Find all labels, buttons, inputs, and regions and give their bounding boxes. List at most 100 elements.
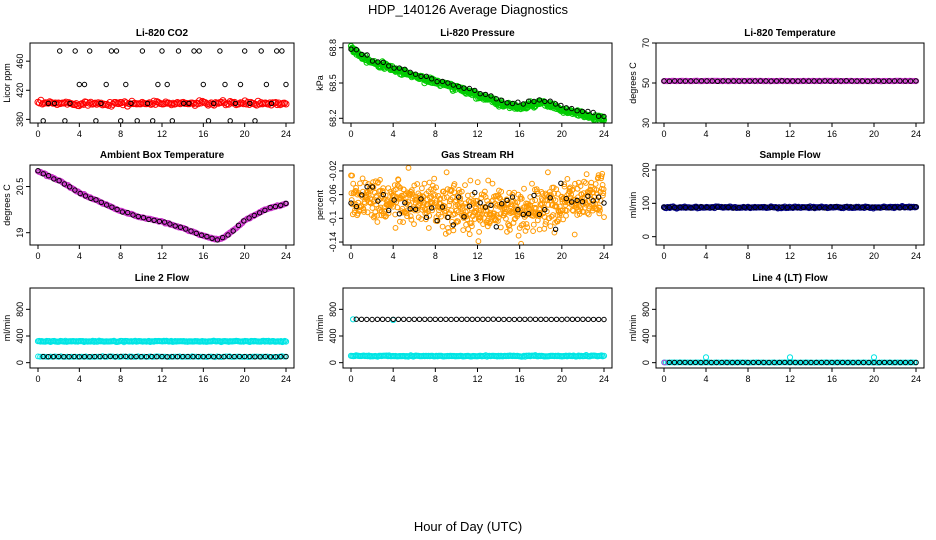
x-tick-label: 24	[911, 251, 921, 261]
data-point	[763, 78, 769, 84]
data-point	[698, 204, 705, 210]
data-point	[411, 182, 418, 189]
data-point	[505, 223, 512, 229]
x-tick-label: 16	[198, 129, 208, 139]
data-point	[197, 353, 204, 360]
y-tick-label: 100	[641, 196, 651, 211]
y-tick-label: -0.06	[328, 184, 338, 205]
data-point	[411, 221, 417, 228]
data-point	[515, 232, 522, 239]
data-point	[482, 204, 489, 210]
data-point	[695, 359, 702, 366]
x-tick-label: 24	[281, 374, 291, 384]
data-point	[887, 359, 893, 366]
data-point	[87, 354, 93, 360]
data-point	[736, 78, 742, 84]
y-tick-label: 460	[15, 54, 25, 69]
y-axis-label: ml/min	[628, 192, 638, 219]
data-point	[85, 354, 91, 360]
data-point	[594, 197, 600, 203]
data-point	[747, 78, 753, 84]
data-point	[668, 359, 675, 366]
data-point	[881, 78, 887, 84]
data-point	[487, 218, 494, 225]
data-point	[709, 204, 715, 211]
x-tick-label: 0	[661, 374, 666, 384]
data-point	[561, 181, 568, 188]
data-point	[482, 188, 488, 195]
data-point	[776, 359, 783, 366]
data-point	[180, 353, 186, 360]
data-point	[249, 353, 256, 360]
data-point	[193, 353, 200, 360]
data-point	[418, 196, 424, 202]
data-point	[118, 353, 124, 360]
data-point	[143, 354, 150, 360]
data-point	[257, 354, 263, 360]
data-point	[693, 78, 699, 84]
x-tick-label: 20	[557, 129, 567, 139]
y-tick-label: -0.1	[328, 211, 338, 227]
panel-5: Gas Stream RH 0 4 8 12 16 20 24 -0.14 -0.1 -0.06 -0…	[315, 150, 613, 261]
data-point	[548, 213, 555, 220]
x-tick-label: 12	[785, 251, 795, 261]
data-point	[281, 99, 288, 107]
data-point	[386, 63, 392, 69]
data-point	[590, 198, 596, 204]
data-point	[369, 184, 376, 190]
data-point	[168, 101, 175, 109]
data-point	[889, 359, 896, 366]
data-point	[109, 204, 115, 210]
panel-title: Li-820 CO2	[136, 28, 189, 39]
data-point	[258, 48, 264, 54]
data-point	[870, 204, 876, 210]
data-point	[854, 78, 860, 84]
data-point	[74, 353, 81, 360]
x-tick-label: 24	[281, 251, 291, 261]
data-point	[590, 109, 596, 116]
data-point	[51, 176, 57, 182]
data-point	[211, 354, 217, 360]
data-point	[119, 209, 126, 215]
data-point	[881, 204, 887, 211]
data-point	[583, 180, 589, 186]
data-point	[558, 102, 564, 109]
data-point	[682, 204, 689, 211]
data-point	[563, 207, 570, 214]
data-point	[822, 205, 828, 211]
data-point	[78, 353, 85, 360]
data-point	[526, 202, 533, 209]
data-point	[130, 212, 136, 218]
data-point	[811, 78, 817, 84]
data-point	[688, 78, 694, 84]
data-point	[423, 216, 429, 223]
data-point	[43, 353, 50, 360]
data-point	[443, 169, 450, 176]
data-point	[82, 193, 89, 199]
data-point	[177, 224, 184, 230]
data-point	[183, 353, 189, 360]
data-point	[784, 204, 790, 211]
data-point	[813, 359, 819, 366]
data-point	[576, 208, 583, 215]
data-point	[595, 174, 602, 181]
data-point	[95, 353, 102, 360]
data-point	[734, 359, 741, 366]
y-tick-label: 50	[641, 78, 651, 88]
data-point	[68, 353, 75, 360]
data-point	[536, 97, 543, 103]
x-tick-label: 16	[515, 129, 525, 139]
data-point	[741, 204, 748, 210]
x-tick-label: 20	[240, 129, 250, 139]
data-point	[827, 78, 833, 84]
data-point	[838, 78, 844, 84]
data-point	[217, 48, 223, 54]
data-point	[831, 359, 838, 366]
data-point	[474, 201, 480, 208]
data-point	[475, 238, 482, 245]
data-point	[350, 180, 357, 187]
data-point	[93, 118, 99, 123]
data-point	[502, 208, 509, 215]
data-point	[864, 359, 870, 366]
x-tick-label: 0	[348, 374, 353, 384]
